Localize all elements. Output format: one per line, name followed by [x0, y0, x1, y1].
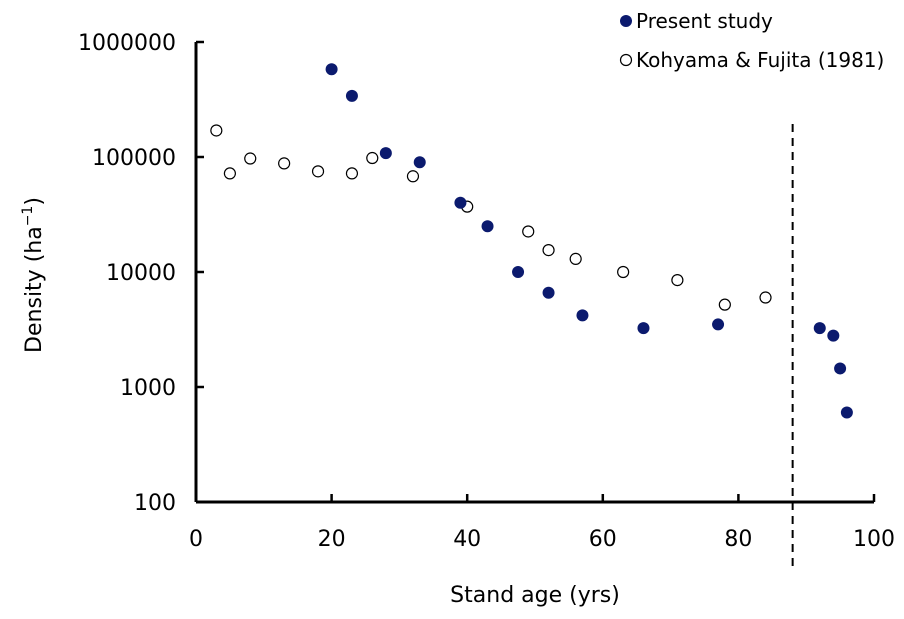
data-point: [481, 220, 494, 233]
data-point: [512, 266, 525, 278]
y-axis-title-superscript: −1: [20, 206, 36, 227]
axes: 0 20 40 60 80 100 100 1000 10000 100000 1000000: [78, 31, 895, 552]
x-tick-label: 0: [189, 527, 203, 552]
y-axis-title-main: Density (ha: [22, 226, 47, 353]
data-point: [718, 298, 731, 311]
y-tick-label: 10000: [106, 261, 176, 286]
data-point: [827, 329, 840, 342]
data-point: [542, 244, 555, 257]
x-axis-title: Stand age (yrs): [450, 583, 620, 608]
data-point: [379, 147, 392, 160]
legend: Present study Kohyama & Fujita (1981): [619, 9, 884, 72]
y-tick-label: 1000000: [78, 31, 176, 56]
data-point: [413, 156, 426, 169]
y-axis-title-close: ): [22, 197, 47, 206]
data-point: [671, 274, 684, 287]
series-layer: [210, 63, 853, 419]
data-point: [834, 362, 847, 375]
data-point: [542, 286, 555, 299]
data-point: [454, 196, 467, 209]
data-point: [278, 157, 291, 170]
y-tick-label: 100000: [92, 146, 176, 171]
data-point: [210, 124, 223, 137]
y-axis-title: Density (ha−1): [20, 197, 47, 353]
data-point: [617, 265, 630, 279]
y-tick-label: 100: [134, 491, 176, 516]
data-point: [345, 167, 359, 180]
data-point: [576, 309, 589, 322]
data-point: [366, 151, 379, 165]
legend-marker-kohyama-fujita: [619, 53, 633, 67]
data-point: [813, 322, 826, 335]
legend-marker-present-study: [620, 15, 632, 27]
data-point: [712, 318, 725, 331]
data-point: [244, 152, 257, 165]
data-point: [345, 89, 358, 102]
data-point: [569, 252, 582, 265]
data-point: [325, 63, 338, 76]
x-tick-label: 60: [589, 527, 617, 552]
x-tick-label: 80: [724, 527, 752, 552]
data-point: [759, 291, 772, 304]
x-tick-label: 40: [453, 527, 481, 552]
data-point: [637, 322, 650, 335]
data-point: [311, 165, 325, 178]
x-tick-label: 20: [318, 527, 346, 552]
data-point: [522, 225, 535, 238]
series-kohyama-fujita: [210, 124, 772, 311]
series-present-study: [325, 63, 853, 419]
legend-label-present-study: Present study: [636, 9, 773, 33]
x-tick-label: 100: [853, 527, 895, 552]
data-point: [406, 170, 420, 183]
legend-label-kohyama-fujita: Kohyama & Fujita (1981): [636, 48, 884, 72]
y-tick-label: 1000: [120, 376, 176, 401]
data-point: [223, 167, 236, 180]
data-point: [840, 406, 853, 419]
